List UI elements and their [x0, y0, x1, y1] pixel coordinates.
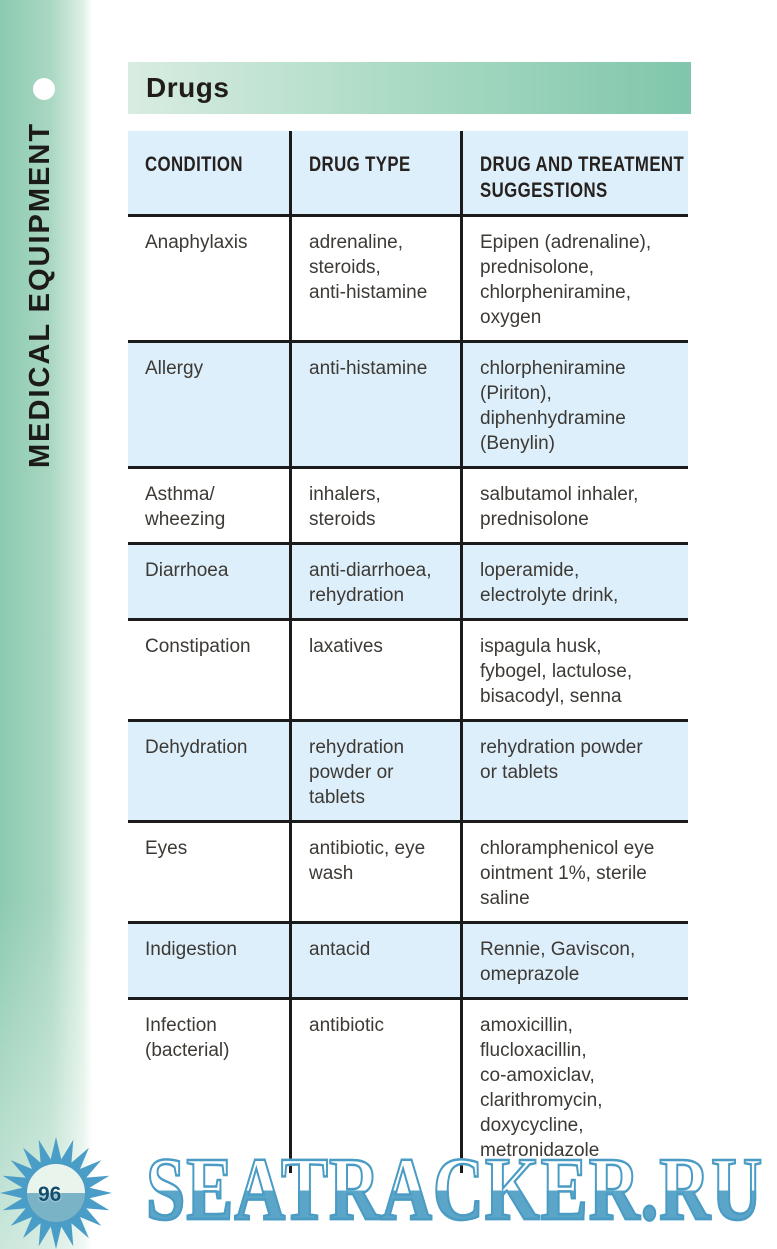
drug-type-cell: laxatives [289, 621, 460, 719]
table-row: Allergy anti-histamine chlorpheniramine … [128, 343, 688, 469]
main-content: Drugs CONDITION DRUG TYPE DRUG AND TREAT… [128, 62, 691, 1173]
sun-logo-icon [0, 1137, 112, 1249]
condition-cell: Allergy [145, 358, 204, 379]
drug-type-cell: antibiotic [289, 1000, 460, 1173]
condition-cell: Dehydration [145, 737, 248, 758]
drugs-table: CONDITION DRUG TYPE DRUG AND TREATMENT S… [128, 131, 688, 1173]
watermark-text: SEATRACKER.RU [145, 1138, 763, 1242]
table-row: Diarrhoea anti-diarrhoea, rehydration lo… [128, 545, 688, 621]
table-header-row: CONDITION DRUG TYPE DRUG AND TREATMENT S… [128, 131, 688, 217]
suggestions-cell: amoxicillin, flucloxacillin, co-amoxicla… [460, 1000, 688, 1173]
bullet-dot-icon [33, 78, 55, 100]
condition-cell: Constipation [145, 636, 251, 657]
table-row: Infection (bacterial) antibiotic amoxici… [128, 1000, 688, 1173]
condition-cell: Diarrhoea [145, 560, 229, 581]
table-row: Dehydration rehydration powder or tablet… [128, 722, 688, 823]
drug-type-cell: anti-diarrhoea, rehydration [289, 545, 460, 618]
page-number: 96 [38, 1183, 62, 1206]
suggestions-cell: chlorpheniramine (Piriton), diphenhydram… [460, 343, 688, 466]
condition-cell: Eyes [145, 838, 188, 859]
drug-type-cell: antibiotic, eye wash [289, 823, 460, 921]
drug-type-cell: rehydration powder or tablets [289, 722, 460, 820]
drugs-banner: Drugs [128, 62, 691, 114]
header-drug-type: DRUG TYPE [289, 131, 460, 214]
table-row: Eyes antibiotic, eye wash chloramphenico… [128, 823, 688, 924]
condition-cell: Indigestion [145, 939, 237, 960]
suggestions-cell: loperamide, electrolyte drink, [460, 545, 688, 618]
suggestions-cell: ispagula husk, fybogel, lactulose, bisac… [460, 621, 688, 719]
drug-type-cell: antacid [289, 924, 460, 997]
suggestions-cell: Epipen (adrenaline), prednisolone, chlor… [460, 217, 688, 340]
table-row: Asthma/ wheezing inhalers, steroids salb… [128, 469, 688, 545]
sidebar: MEDICAL EQUIPMENT [0, 0, 92, 1249]
condition-cell: Asthma/ wheezing [145, 484, 226, 530]
section-label: MEDICAL EQUIPMENT [24, 121, 56, 468]
drug-type-cell: inhalers, steroids [289, 469, 460, 542]
table-row: Indigestion antacid Rennie, Gaviscon, om… [128, 924, 688, 1000]
drug-type-cell: adrenaline, steroids, anti-histamine [289, 217, 460, 340]
suggestions-cell: chloramphenicol eye ointment 1%, sterile… [460, 823, 688, 921]
drug-type-cell: anti-histamine [289, 343, 460, 466]
condition-cell: Anaphylaxis [145, 232, 248, 253]
suggestions-cell: salbutamol inhaler, prednisolone [460, 469, 688, 542]
condition-cell: Infection (bacterial) [145, 1015, 230, 1061]
suggestions-cell: rehydration powder or tablets [460, 722, 688, 820]
header-condition: CONDITION [145, 153, 243, 176]
table-row: Constipation laxatives ispagula husk, fy… [128, 621, 688, 722]
page-title: Drugs [146, 72, 230, 103]
header-suggestions: DRUG AND TREATMENT SUGGESTIONS [460, 131, 688, 214]
suggestions-cell: Rennie, Gaviscon, omeprazole [460, 924, 688, 997]
table-row: Anaphylaxis adrenaline, steroids, anti-h… [128, 217, 688, 343]
